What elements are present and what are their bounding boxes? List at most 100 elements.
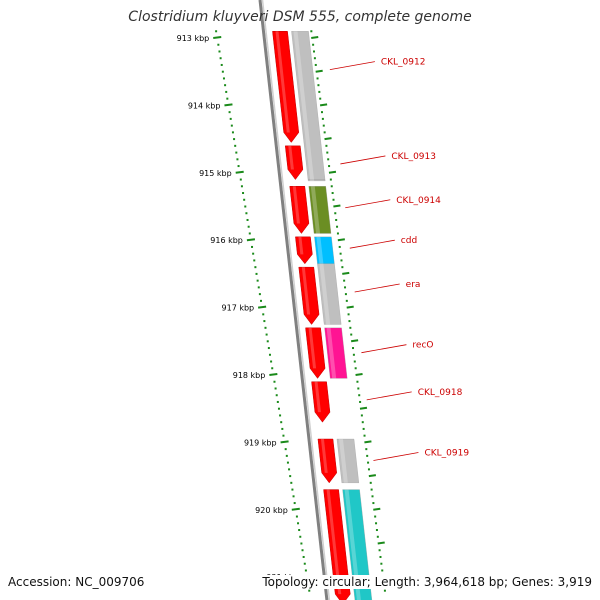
cds-highlight	[292, 186, 300, 224]
outer-minor-tick	[321, 117, 324, 120]
outer-minor-tick	[352, 347, 355, 350]
gene-bar-shine	[310, 186, 321, 234]
cds-arrow	[289, 186, 310, 234]
cds-highlight	[298, 236, 304, 255]
scale-minor-tick	[276, 400, 279, 403]
gene-bar-shine	[344, 489, 361, 600]
scale-minor-tick	[277, 407, 280, 410]
scale-minor-tick	[291, 488, 294, 491]
scale-minor-tick	[273, 380, 276, 383]
outer-minor-tick	[352, 353, 355, 356]
outer-minor-tick	[381, 569, 384, 572]
outer-minor-tick	[361, 421, 364, 424]
outer-minor-tick	[336, 225, 339, 228]
scale-minor-tick	[265, 333, 268, 336]
scale-minor-tick	[219, 57, 222, 60]
scale-minor-tick	[218, 50, 221, 53]
scale-minor-tick	[253, 259, 256, 262]
scale-minor-tick	[284, 448, 287, 451]
scale-major-tick	[291, 507, 300, 511]
gene-bar-shine	[293, 31, 315, 180]
gene-bar	[308, 186, 332, 234]
scale-minor-tick	[293, 502, 296, 505]
scale-minor-tick	[264, 326, 267, 329]
outer-minor-tick	[339, 252, 342, 255]
scale-label: 916 kbp	[210, 236, 243, 245]
outer-minor-tick	[354, 367, 357, 370]
scale-minor-tick	[224, 84, 227, 87]
outer-minor-tick	[365, 448, 368, 451]
scale-minor-tick	[308, 589, 311, 592]
scale-minor-tick	[248, 232, 251, 235]
scale-minor-tick	[233, 138, 236, 141]
scale-minor-tick	[290, 481, 293, 484]
outer-major-tick	[333, 204, 341, 208]
scale-major-tick	[235, 170, 244, 174]
outer-minor-tick	[357, 387, 360, 390]
outer-minor-tick	[316, 77, 319, 80]
outer-minor-tick	[358, 394, 361, 397]
scale-minor-tick	[240, 185, 243, 188]
scale-minor-tick	[215, 30, 218, 33]
outer-minor-tick	[345, 299, 348, 302]
scale-minor-tick	[260, 299, 263, 302]
cds-highlight	[301, 267, 311, 315]
accession-label: Accession: NC_009706	[8, 575, 145, 589]
outer-minor-tick	[340, 259, 343, 262]
gene-bar	[307, 179, 326, 182]
backbone-line	[258, 0, 329, 600]
outer-minor-tick	[323, 131, 326, 134]
outer-minor-tick	[341, 266, 344, 269]
outer-minor-tick	[374, 515, 377, 518]
outer-minor-tick	[371, 495, 374, 498]
cds-arrow	[311, 381, 331, 423]
scale-minor-tick	[256, 279, 259, 282]
outer-major-tick	[315, 69, 323, 73]
scale-minor-tick	[282, 434, 285, 437]
gene-label: era	[406, 280, 421, 290]
scale-minor-tick	[266, 340, 269, 343]
genome-info-label: Topology: circular; Length: 3,964,618 bp…	[262, 575, 592, 589]
scale-minor-tick	[235, 151, 238, 154]
scale-minor-tick	[300, 542, 303, 545]
scale-label: 917 kbp	[222, 304, 255, 313]
outer-minor-tick	[343, 279, 346, 282]
outer-minor-tick	[320, 111, 323, 114]
scale-minor-tick	[299, 535, 302, 538]
outer-minor-tick	[356, 380, 359, 383]
scale-minor-tick	[304, 569, 307, 572]
outer-minor-tick	[329, 178, 332, 181]
scale-minor-tick	[230, 124, 233, 127]
scale-minor-tick	[251, 245, 254, 248]
scale-label: 918 kbp	[233, 371, 266, 380]
scale-minor-tick	[303, 562, 306, 565]
scale-label: 913 kbp	[177, 34, 210, 43]
gene-bar-shine	[326, 327, 337, 379]
outer-minor-tick	[318, 90, 321, 93]
outer-minor-tick	[348, 320, 351, 323]
scale-major-tick	[280, 440, 289, 444]
outer-minor-tick	[328, 165, 331, 168]
scale-minor-tick	[244, 205, 247, 208]
outer-major-tick	[364, 440, 372, 444]
cds-arrow	[298, 266, 320, 325]
outer-minor-tick	[347, 313, 350, 316]
scale-minor-tick	[258, 293, 261, 296]
scale-minor-tick	[279, 414, 282, 417]
outer-minor-tick	[363, 434, 366, 437]
outer-minor-tick	[313, 57, 316, 60]
scale-minor-tick	[271, 367, 274, 370]
gene-bar	[336, 438, 360, 483]
outer-minor-tick	[350, 333, 353, 336]
backbone-shadow	[261, 0, 331, 600]
outer-major-tick	[350, 339, 359, 343]
gene-label: cdd	[401, 236, 417, 246]
outer-minor-tick	[331, 192, 334, 195]
outer-minor-tick	[360, 414, 363, 417]
cds-highlight	[320, 439, 328, 473]
scale-minor-tick	[237, 165, 240, 168]
scale-minor-tick	[267, 347, 270, 350]
scale-minor-tick	[228, 111, 231, 114]
scale-minor-tick	[289, 475, 292, 478]
